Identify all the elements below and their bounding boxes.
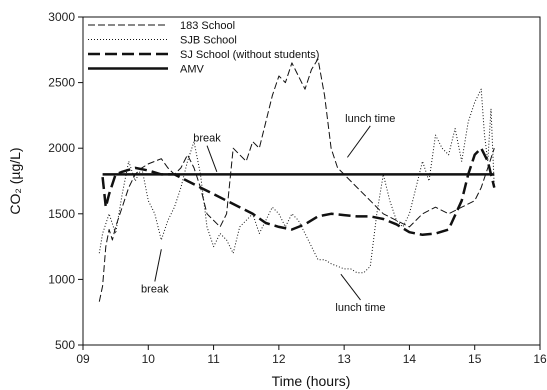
annotation-leader (154, 249, 162, 282)
annotation-leader (340, 273, 361, 301)
x-tick-label: 16 (533, 352, 547, 366)
plot-frame (82, 16, 541, 346)
axes-group: 09 10 11 12 13 14 15 16 500 1000 1500 2000 2500 3000 (48, 10, 547, 366)
series-line-3 (101, 146, 496, 237)
x-tick-label: 11 (207, 352, 220, 366)
y-tick-label: 2500 (48, 76, 75, 90)
y-tick-label: 1000 (48, 272, 75, 286)
annotation-label: lunch time (335, 302, 385, 314)
legend-label: AMV (180, 64, 205, 76)
y-tick-label: 3000 (48, 10, 75, 24)
y-tick-label: 1500 (48, 207, 75, 221)
legend-label: SJ School (without students) (180, 49, 319, 61)
y-axis-title: CO₂ (µg/L) (7, 147, 23, 214)
series-line-2 (98, 88, 495, 274)
annotations-group: break break lunch time lunch time (141, 113, 395, 314)
x-tick-label: 12 (272, 352, 286, 366)
y-tick-label: 2000 (48, 141, 75, 155)
x-tick-label: 13 (337, 352, 351, 366)
legend-label: 183 School (180, 20, 235, 32)
series-group (98, 58, 496, 302)
x-tick-label: 15 (468, 352, 482, 366)
x-axis-title: Time (hours) (272, 373, 351, 389)
x-tick-label: 09 (76, 352, 90, 366)
annotation-leader (347, 125, 371, 158)
legend-label: SJB School (180, 35, 237, 47)
x-tick-label: 10 (142, 352, 156, 366)
annotation-label: lunch time (345, 113, 395, 125)
legend: 183 School SJB School SJ School (without s… (88, 20, 319, 76)
annotation-label: break (141, 284, 169, 296)
annotation-label: break (193, 133, 221, 145)
x-tick-label: 14 (403, 352, 417, 366)
annotation-leader (206, 145, 218, 172)
y-tick-label: 500 (55, 338, 75, 352)
